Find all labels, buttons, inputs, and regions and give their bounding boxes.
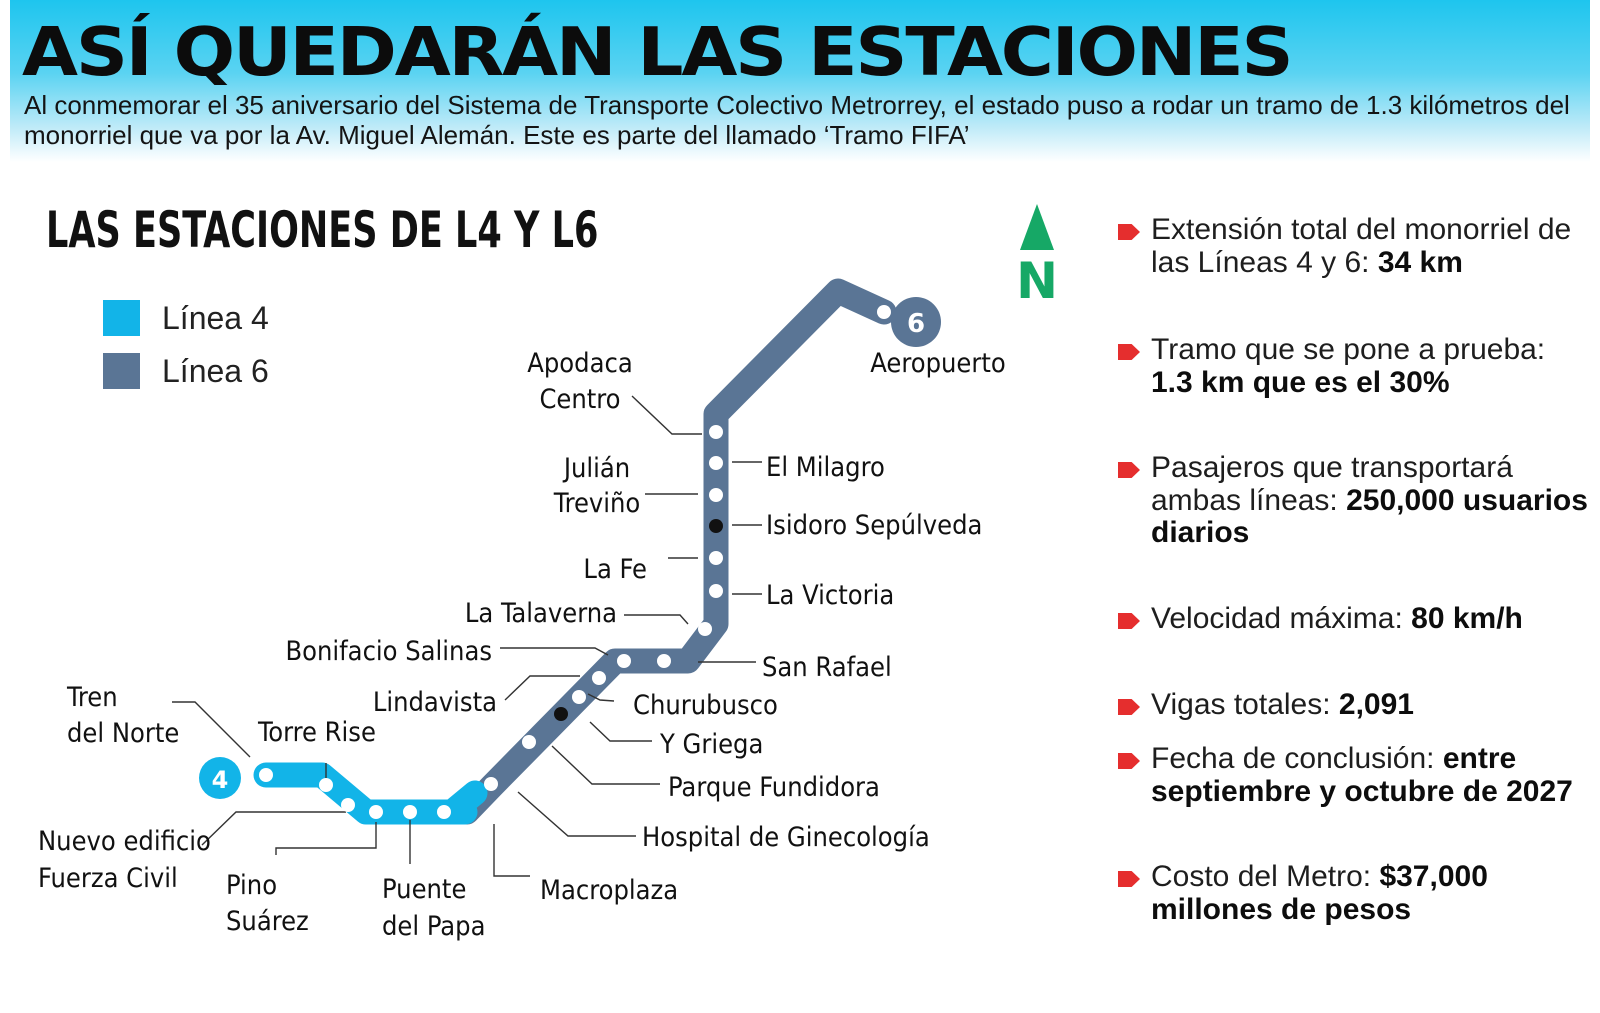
fact-fecha-text: Fecha de conclusión: — [1151, 742, 1443, 775]
fact-vigas-value: 2,091 — [1338, 688, 1414, 721]
metro-map: N 6 4 — [38, 204, 1058, 942]
bullet-icon — [1118, 871, 1140, 887]
legend-linea-4: Línea 4 — [103, 300, 269, 336]
station-dot-apodaca-centro[interactable] — [709, 425, 723, 439]
station-dot-puente-del-papa[interactable] — [403, 805, 417, 819]
north-label: N — [1016, 252, 1058, 310]
station-label-tren-del-norte-2: del Norte — [67, 718, 179, 749]
station-dot-el-milagro[interactable] — [709, 456, 723, 470]
fact-fecha: Fecha de conclusión: entre septiembre y … — [1118, 742, 1588, 808]
station-label-san-rafael: San Rafael — [762, 652, 892, 683]
fact-costo-text: Costo del Metro: — [1151, 860, 1380, 893]
fact-tramo-value: 1.3 km que es el 30% — [1151, 365, 1450, 399]
fact-extension-value: 34 km — [1377, 245, 1463, 279]
bullet-icon — [1118, 344, 1140, 360]
bullet-icon — [1118, 699, 1140, 715]
bullet-icon — [1118, 224, 1140, 240]
station-dot-churubusco[interactable] — [572, 690, 586, 704]
fact-pasajeros-text: Pasajeros que transportará ambas líneas: — [1151, 451, 1513, 517]
station-dot-isidoro-sepulveda[interactable] — [709, 519, 723, 533]
linea-6-track — [454, 278, 897, 825]
station-label-la-victoria: La Victoria — [766, 580, 894, 611]
linea-6-badge-label: 6 — [907, 309, 925, 339]
station-dot-nuevo-edificio-fuerza-civil[interactable] — [341, 798, 355, 812]
station-dot-macroplaza[interactable] — [437, 805, 451, 819]
fact-velocidad-value: 80 km/h — [1411, 602, 1523, 635]
station-label-apodaca-centro-2: Centro — [539, 384, 620, 415]
legend-label-linea-6: Línea 6 — [162, 352, 269, 389]
fact-velocidad: Velocidad máxima: 80 km/h — [1118, 602, 1588, 636]
fact-velocidad-text: Velocidad máxima: — [1151, 602, 1412, 635]
station-dot-torre-rise[interactable] — [319, 778, 333, 792]
legend-swatch-linea-6 — [103, 353, 140, 389]
station-label-julian-trevino-2: Treviño — [553, 488, 641, 519]
station-label-parque-fundidora: Parque Fundidora — [668, 772, 880, 803]
station-label-apodaca-centro-1: Apodaca — [527, 348, 632, 379]
legend-label-linea-4: Línea 4 — [162, 299, 269, 336]
fact-fecha-value: entre septiembre y octubre de 2027 — [1151, 742, 1573, 808]
map-title: LAS ESTACIONES DE L4 Y L6 — [46, 201, 599, 259]
fact-pasajeros-value: 250,000 usuarios diarios — [1151, 483, 1588, 549]
station-label-pino-suarez-1: Pino — [226, 870, 277, 901]
fact-pasajeros: Pasajeros que transportará ambas líneas:… — [1118, 451, 1588, 550]
station-dot-la-talaverna[interactable] — [698, 622, 712, 636]
station-label-pino-suarez-2: Suárez — [226, 906, 309, 937]
station-label-torre-rise: Torre Rise — [257, 717, 376, 748]
station-label-puente-del-papa-2: del Papa — [382, 911, 485, 942]
bullet-icon — [1118, 753, 1140, 769]
station-label-puente-del-papa-1: Puente — [382, 874, 466, 905]
station-dot-julian-trevino[interactable] — [709, 488, 723, 502]
intro-text: Al conmemorar el 35 aniversario del Sist… — [24, 90, 1570, 150]
linea-6-badge — [891, 297, 941, 347]
station-dot-aeropuerto[interactable] — [877, 305, 891, 319]
fact-vigas-text: Vigas totales: — [1151, 688, 1339, 721]
station-label-macroplaza: Macroplaza — [540, 875, 678, 906]
station-dot-hospital-ginecologia[interactable] — [484, 777, 498, 791]
station-dot-lindavista[interactable] — [592, 671, 606, 685]
station-dot-bonifacio-salinas[interactable] — [617, 654, 631, 668]
station-label-julian-trevino-1: Julián — [562, 453, 630, 484]
north-arrow-icon — [1020, 204, 1054, 250]
station-label-aeropuerto: Aeropuerto — [870, 348, 1005, 379]
fact-extension: Extensión total del monorriel de las Lín… — [1118, 213, 1588, 279]
legend-swatch-linea-4 — [103, 300, 140, 336]
fact-costo: Costo del Metro: $37,000 millones de pes… — [1118, 860, 1588, 926]
station-label-tren-del-norte-1: Tren — [66, 682, 118, 713]
station-dot-la-fe[interactable] — [709, 551, 723, 565]
station-label-lindavista: Lindavista — [373, 687, 497, 718]
bullet-icon — [1118, 613, 1140, 629]
station-dot-la-victoria[interactable] — [709, 584, 723, 598]
station-label-isidoro-sepulveda: Isidoro Sepúlveda — [766, 510, 982, 541]
legend-linea-6: Línea 6 — [103, 353, 269, 389]
leader-lines — [172, 395, 762, 877]
station-label-churubusco: Churubusco — [633, 690, 778, 721]
linea-4-badge-label: 4 — [212, 766, 229, 794]
station-dot-san-rafael[interactable] — [657, 654, 671, 668]
linea-4-track — [253, 762, 478, 825]
station-label-la-talaverna: La Talaverna — [465, 598, 617, 629]
station-dot-y-griega[interactable] — [554, 707, 568, 721]
fact-costo-value: $37,000 millones de pesos — [1151, 860, 1488, 926]
bullet-icon — [1118, 462, 1140, 478]
headline: ASÍ QUEDARÁN LAS ESTACIONES — [22, 13, 1294, 91]
station-dot-pino-suarez[interactable] — [369, 805, 383, 819]
station-label-nuevo-edificio-2: Fuerza Civil — [38, 863, 178, 894]
linea-4-junction — [439, 780, 488, 825]
station-label-nuevo-edificio-1: Nuevo edificio — [38, 826, 211, 857]
fact-extension-text: Extensión total del monorriel de las Lín… — [1151, 213, 1572, 279]
station-label-el-milagro: El Milagro — [766, 452, 885, 483]
station-dot-tren-del-norte[interactable] — [259, 768, 273, 782]
linea-4-badge — [199, 757, 241, 799]
station-label-hospital-ginecologia: Hospital de Ginecología — [642, 822, 930, 853]
station-dot-parque-fundidora[interactable] — [522, 735, 536, 749]
stations — [259, 305, 891, 819]
station-label-la-fe: La Fe — [583, 554, 647, 585]
station-labels: Aeropuerto Apodaca Centro El Milagro Jul… — [38, 348, 1006, 942]
header-banner — [10, 0, 1590, 162]
station-label-y-griega: Y Griega — [659, 729, 763, 760]
fact-tramo: Tramo que se pone a prueba: 1.3 km que e… — [1118, 333, 1588, 399]
fact-vigas: Vigas totales: 2,091 — [1118, 688, 1588, 722]
station-label-bonifacio-salinas: Bonifacio Salinas — [285, 636, 492, 667]
fact-tramo-text: Tramo que se pone a prueba: — [1151, 333, 1546, 366]
